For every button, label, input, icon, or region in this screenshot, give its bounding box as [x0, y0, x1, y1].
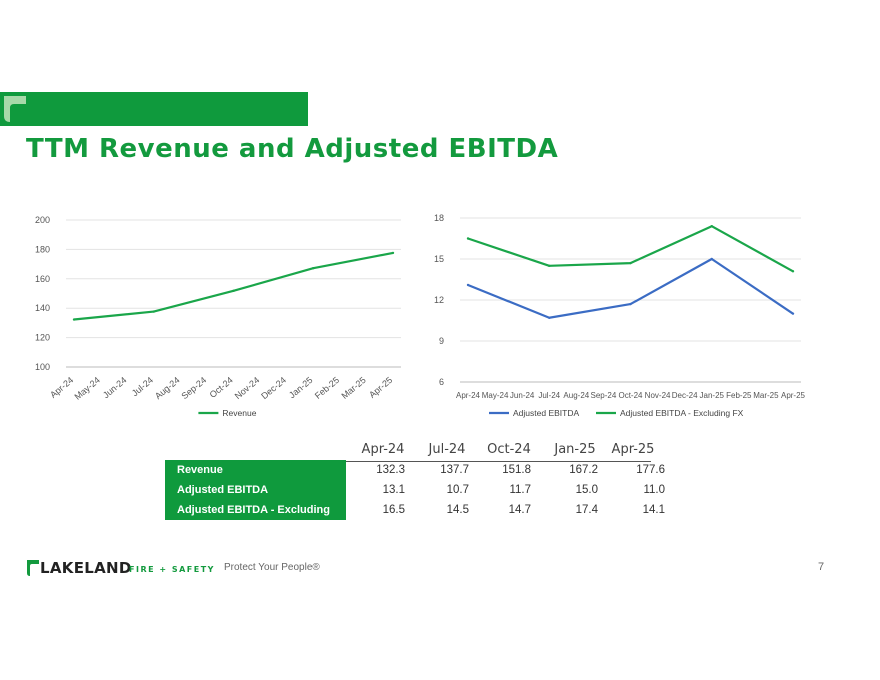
table-column-header: Jan-25	[554, 442, 596, 457]
x-tick-label: Apr-25	[367, 375, 394, 400]
series-line	[467, 257, 794, 319]
legend-label: Adjusted EBITDA	[513, 408, 579, 418]
data-point	[629, 261, 632, 265]
data-point	[548, 316, 551, 319]
table-cell: 14.1	[642, 504, 665, 516]
data-point	[791, 270, 795, 273]
x-tick-label: May-24	[482, 391, 509, 400]
x-tick-label: Jun-24	[510, 391, 535, 400]
legend-label: Adjusted EBITDA - Excluding FX	[620, 408, 744, 418]
tagline: Protect Your People®	[224, 562, 320, 573]
table-row: Adjusted EBITDA 13.1 10.7 11.7 15.0 11.0	[165, 480, 685, 500]
leaf-logo-icon	[4, 96, 26, 122]
data-point	[791, 312, 795, 315]
y-tick-label: 9	[439, 336, 444, 346]
y-tick-label: 120	[35, 333, 50, 343]
table-cell: 14.7	[508, 504, 531, 516]
data-point	[391, 251, 395, 255]
y-tick-label: 200	[35, 215, 50, 225]
x-tick-label: Apr-24	[48, 375, 75, 400]
table-row: Adjusted EBITDA - Excluding FX 16.5 14.5 14…	[165, 500, 685, 536]
x-tick-label: Jan-25	[700, 391, 725, 400]
y-tick-label: 6	[439, 377, 444, 387]
data-point	[72, 318, 76, 321]
x-tick-label: Feb-25	[313, 375, 341, 401]
y-tick-label: 18	[434, 213, 444, 223]
y-tick-label: 180	[35, 244, 50, 254]
table-cell: 17.4	[575, 504, 598, 516]
table-cell: 14.5	[446, 504, 469, 516]
x-tick-label: Oct-24	[208, 375, 235, 400]
y-tick-label: 15	[434, 254, 444, 264]
page-title: TTM Revenue and Adjusted EBITDA	[26, 134, 559, 164]
x-tick-label: Dec-24	[672, 391, 698, 400]
x-tick-label: Sep-24	[591, 391, 617, 400]
x-tick-label: Dec-24	[259, 375, 288, 401]
x-tick-label: Jan-25	[287, 375, 315, 400]
data-point	[312, 267, 315, 270]
data-point	[710, 257, 713, 261]
x-tick-label: Mar-25	[339, 375, 367, 401]
brand-name: LAKELAND	[40, 559, 132, 577]
table-cell: 137.7	[440, 464, 469, 476]
x-tick-label: Apr-25	[781, 391, 806, 400]
table-cell: 151.8	[502, 464, 531, 476]
table-cell: 167.2	[569, 464, 598, 476]
table-cell: 11.7	[509, 484, 531, 496]
title-banner	[0, 92, 308, 126]
table-column-header: Apr-25	[611, 442, 655, 457]
y-tick-label: 140	[35, 303, 50, 313]
table-row-label: Adjusted EBITDA - Excluding FX	[165, 500, 346, 536]
table-cell: 132.3	[376, 464, 405, 476]
table-column-header: Apr-24	[361, 442, 405, 457]
x-tick-label: Feb-25	[726, 391, 752, 400]
brand-subtitle: FIRE + SAFETY	[129, 565, 215, 574]
x-tick-label: Oct-24	[618, 391, 643, 400]
y-tick-label: 160	[35, 274, 50, 284]
table-cell: 10.7	[446, 484, 469, 496]
x-tick-label: Aug-24	[153, 375, 182, 401]
table-header: Apr-24 Jul-24 Oct-24 Jan-25 Apr-25	[165, 440, 665, 462]
x-tick-label: Jun-24	[101, 375, 129, 400]
data-point	[232, 289, 235, 293]
data-point	[548, 264, 551, 268]
y-tick-label: 100	[35, 362, 50, 372]
table-column-header: Oct-24	[487, 442, 531, 457]
leaf-logo-icon	[27, 560, 39, 576]
table-cell: 15.0	[575, 484, 598, 496]
table-cell: 177.6	[636, 464, 665, 476]
data-point	[629, 302, 632, 306]
table-row-label: Adjusted EBITDA	[165, 480, 346, 500]
x-tick-label: Nov-24	[645, 391, 671, 400]
x-tick-label: Aug-24	[563, 391, 589, 400]
table-cell: 16.5	[382, 504, 405, 516]
table-cell: 11.0	[643, 484, 665, 496]
table-row: Revenue 132.3 137.7 151.8 167.2 177.6	[165, 460, 685, 480]
series-line	[467, 225, 794, 273]
table-row-label: Revenue	[165, 460, 346, 480]
x-tick-label: Jul-24	[130, 375, 155, 398]
x-tick-label: Jul-24	[538, 391, 560, 400]
table-column-header: Jul-24	[428, 442, 466, 457]
x-tick-label: Mar-25	[753, 391, 779, 400]
y-tick-label: 12	[434, 295, 444, 305]
series-line	[73, 251, 394, 321]
data-point	[466, 283, 470, 287]
x-tick-label: Sep-24	[180, 375, 209, 401]
table-header-rule	[346, 461, 651, 462]
table-cell: 13.1	[382, 484, 405, 496]
x-tick-label: Nov-24	[233, 375, 262, 401]
legend-label: Revenue	[222, 408, 256, 418]
data-point	[710, 225, 713, 228]
x-tick-label: Apr-24	[456, 391, 481, 400]
page-number: 7	[818, 561, 825, 573]
x-tick-label: May-24	[72, 375, 101, 402]
data-point	[152, 310, 155, 313]
ebitda-chart: 6 9 12 15 18 Apr-24 May-24 Jun-24 Jul-24 Aug-24 Se…	[434, 213, 806, 418]
data-point	[466, 237, 470, 240]
